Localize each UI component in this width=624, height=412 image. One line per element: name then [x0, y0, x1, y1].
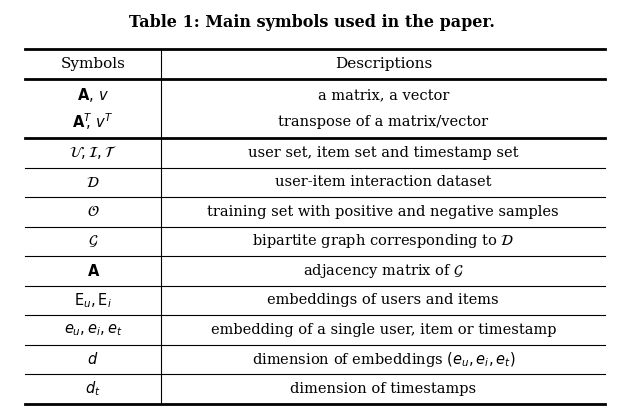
- Text: $\mathcal{O}$: $\mathcal{O}$: [87, 204, 99, 219]
- Text: $\mathcal{G}$: $\mathcal{G}$: [88, 233, 99, 249]
- Text: $d_t$: $d_t$: [85, 379, 101, 398]
- Text: $\mathcal{D}$: $\mathcal{D}$: [86, 175, 100, 190]
- Text: transpose of a matrix/vector: transpose of a matrix/vector: [278, 115, 489, 129]
- Text: $\mathbf{A}^T\!\!,\,\mathit{v}^T$: $\mathbf{A}^T\!\!,\,\mathit{v}^T$: [72, 112, 114, 132]
- Text: $\mathcal{U},\mathcal{I},\mathcal{T}$: $\mathcal{U},\mathcal{I},\mathcal{T}$: [69, 144, 117, 161]
- Text: dimension of timestamps: dimension of timestamps: [290, 382, 476, 396]
- Text: user set, item set and timestamp set: user set, item set and timestamp set: [248, 146, 519, 160]
- Text: Descriptions: Descriptions: [334, 57, 432, 71]
- Text: $\mathbf{A}$$,\,\mathit{v}$: $\mathbf{A}$$,\,\mathit{v}$: [77, 86, 109, 104]
- Text: $d$: $d$: [87, 351, 99, 368]
- Text: Table 1: Main symbols used in the paper.: Table 1: Main symbols used in the paper.: [129, 14, 495, 31]
- Text: embeddings of users and items: embeddings of users and items: [268, 293, 499, 307]
- Text: training set with positive and negative samples: training set with positive and negative …: [208, 205, 559, 219]
- Text: $\mathbf{A}$: $\mathbf{A}$: [87, 263, 100, 279]
- Text: adjacency matrix of $\mathcal{G}$: adjacency matrix of $\mathcal{G}$: [303, 262, 464, 280]
- Text: dimension of embeddings $(e_u, e_i, e_t)$: dimension of embeddings $(e_u, e_i, e_t)…: [251, 350, 515, 369]
- Text: embedding of a single user, item or timestamp: embedding of a single user, item or time…: [210, 323, 556, 337]
- Text: bipartite graph corresponding to $\mathcal{D}$: bipartite graph corresponding to $\mathc…: [252, 232, 515, 250]
- Text: a matrix, a vector: a matrix, a vector: [318, 88, 449, 102]
- Text: Symbols: Symbols: [61, 57, 125, 71]
- Text: $\mathrm{E}_u,\mathrm{E}_i$: $\mathrm{E}_u,\mathrm{E}_i$: [74, 291, 112, 310]
- Text: user-item interaction dataset: user-item interaction dataset: [275, 176, 492, 189]
- Text: $e_u, e_i, e_t$: $e_u, e_i, e_t$: [64, 322, 122, 338]
